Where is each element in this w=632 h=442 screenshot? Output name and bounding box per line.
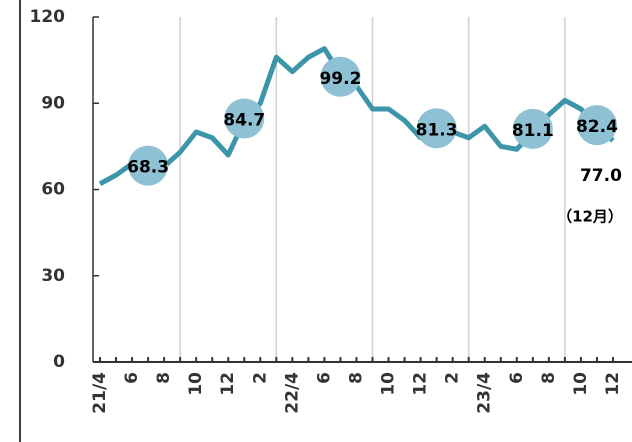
y-tick-label: 60: [41, 180, 65, 200]
x-tick-label: 6: [507, 372, 527, 384]
x-tick-label: 10: [379, 372, 399, 396]
data-label: 84.7: [223, 110, 265, 130]
bubble: [576, 105, 617, 146]
x-tick-label: 2: [443, 372, 463, 384]
bubble: [224, 98, 265, 139]
x-tick-label: 10: [571, 372, 591, 396]
y-tick-label: 30: [41, 266, 65, 286]
bubble: [416, 108, 457, 149]
x-tick-label: 12: [218, 372, 238, 396]
x-tick-label: 23/4: [475, 372, 495, 414]
x-tick-label: 6: [314, 372, 334, 384]
y-tick-label: 90: [41, 93, 65, 113]
annotation: （12月）: [557, 208, 623, 226]
bubble: [512, 108, 553, 149]
x-tick-label: 22/4: [282, 372, 302, 414]
data-label: 82.4: [576, 117, 618, 137]
data-label: 99.2: [319, 69, 361, 89]
x-tick-label: 8: [539, 372, 559, 384]
data-label: 77.0: [580, 166, 622, 186]
x-tick-label: 12: [411, 372, 431, 396]
x-tick-label: 6: [122, 372, 142, 384]
x-tick-label: 8: [154, 372, 174, 384]
y-tick-label: 0: [53, 352, 65, 372]
x-tick-label: 21/4: [90, 372, 110, 414]
x-tick-label: 8: [346, 372, 366, 384]
bubble: [128, 145, 169, 186]
data-label: 81.3: [416, 120, 458, 140]
x-tick-label: 2: [250, 372, 270, 384]
data-label: 81.1: [512, 121, 554, 141]
x-tick-label: 12: [603, 372, 623, 396]
y-tick-label: 120: [30, 7, 66, 27]
bubble: [320, 56, 361, 97]
x-tick-label: 10: [186, 372, 206, 396]
data-label: 68.3: [127, 158, 169, 178]
